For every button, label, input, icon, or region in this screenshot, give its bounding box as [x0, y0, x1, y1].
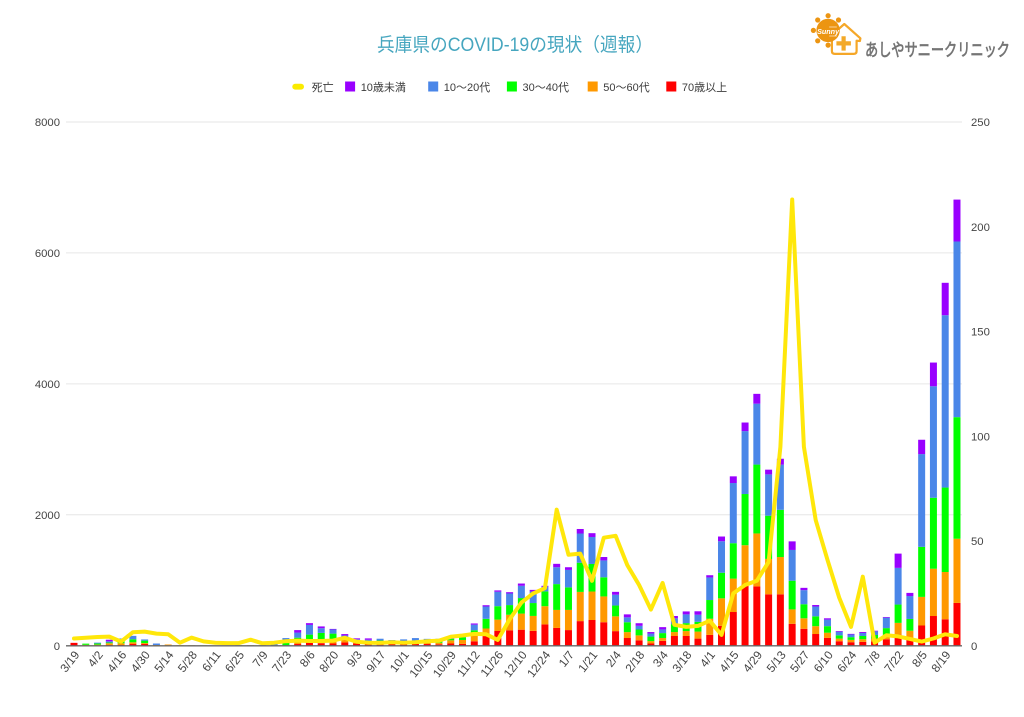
svg-text:150: 150	[971, 327, 990, 339]
svg-text:Sunny: Sunny	[817, 27, 840, 36]
svg-text:あしやサニークリニック: あしやサニークリニック	[865, 40, 1010, 60]
svg-text:100: 100	[971, 431, 990, 443]
svg-text:0: 0	[54, 641, 60, 653]
svg-text:兵庫県のCOVID-19の現状（週報）: 兵庫県のCOVID-19の現状（週報）	[377, 34, 653, 56]
svg-text:8000: 8000	[35, 117, 60, 129]
svg-text:2000: 2000	[35, 510, 60, 522]
svg-text:200: 200	[971, 222, 990, 234]
svg-text:50〜60代: 50〜60代	[603, 81, 649, 94]
svg-text:死亡: 死亡	[312, 80, 334, 94]
svg-text:10歳未満: 10歳未満	[361, 81, 406, 94]
svg-text:0: 0	[971, 641, 977, 653]
svg-text:70歳以上: 70歳以上	[682, 81, 727, 94]
svg-text:6000: 6000	[35, 248, 60, 260]
svg-text:4000: 4000	[35, 379, 60, 391]
svg-text:250: 250	[971, 117, 990, 129]
svg-text:30〜40代: 30〜40代	[523, 81, 569, 94]
svg-text:50: 50	[971, 536, 984, 548]
svg-text:10〜20代: 10〜20代	[444, 81, 490, 94]
